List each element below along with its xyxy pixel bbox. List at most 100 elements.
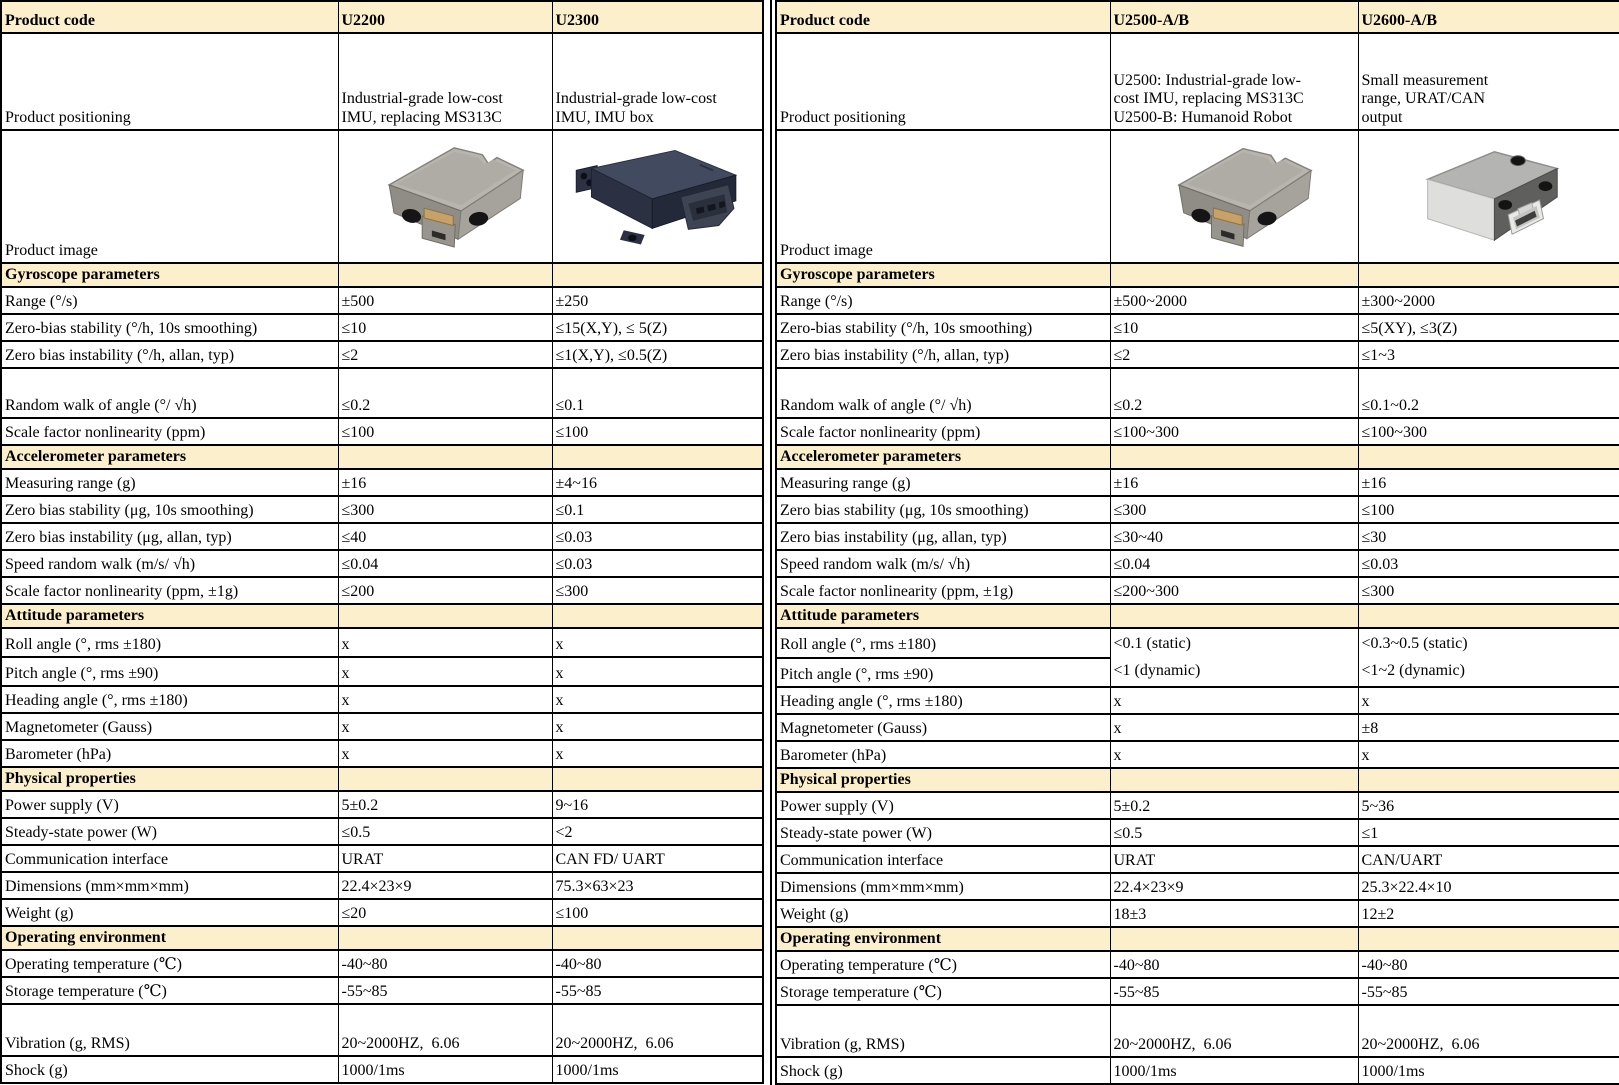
param-label: Product image [775,129,1111,264]
table-row: Range (°/s) ±500 ±250 [0,286,764,315]
section-cell-empty [551,603,764,629]
section-header: Gyroscope parameters [775,262,1111,288]
param-value: -40~80 [551,949,764,978]
section-cell-empty [1109,262,1359,288]
section-cell-empty [1357,926,1619,952]
table-row: Weight (g) ≤20 ≤100 [0,898,764,927]
table-row: Dimensions (mm×mm×mm) 22.4×23×9 75.3×63×23 [0,871,764,900]
param-value: ≤0.04 [1109,549,1359,578]
param-value: 20~2000HZ, 6.06 [551,1003,764,1057]
product-column-header: U2600-A/B [1357,0,1619,34]
product-column-header: U2200 [337,0,553,34]
param-label: Weight (g) [775,899,1111,928]
param-value: ≤0.2 [337,367,553,419]
section-header: Physical properties [0,766,339,792]
param-value: ≤200 [337,576,553,605]
param-value: ≤0.03 [1357,549,1619,578]
param-label: Power supply (V) [0,790,339,819]
section-row: Accelerometer parameters [0,444,764,470]
param-label: Pitch angle (°, rms ±90) [775,656,1111,688]
table-row: Magnetometer (Gauss) x ±8 [775,713,1619,742]
param-value: ≤200~300 [1109,576,1359,605]
param-value: ≤1(X,Y), ≤0.5(Z) [551,340,764,369]
param-value: ±4~16 [551,468,764,497]
param-value: ≤40 [337,522,553,551]
table-row: Zero bias instability (°/h, allan, typ) ≤… [775,340,1619,369]
table-row: Steady-state power (W) ≤0.5 <2 [0,817,764,846]
param-label: Product positioning [775,32,1111,131]
param-value: CAN FD/ UART [551,844,764,873]
param-label: Dimensions (mm×mm×mm) [0,871,339,900]
param-label: Shock (g) [0,1055,339,1084]
param-value: ≤100 [551,898,764,927]
section-cell-empty [551,925,764,951]
param-value: -55~85 [1357,977,1619,1006]
table-row: Pitch angle (°, rms ±90) [775,656,1619,688]
product-column-header: U2300 [551,0,764,34]
param-value: x [337,627,553,658]
param-value: 22.4×23×9 [337,871,553,900]
param-value: x [1109,740,1359,769]
param-value: ±16 [337,468,553,497]
table-row: Dimensions (mm×mm×mm) 22.4×23×9 25.3×22.4×… [775,872,1619,901]
product-column-header: U2500-A/B [1109,0,1359,34]
table-row: Zero bias instability (μg, allan, typ) ≤3… [775,522,1619,551]
section-header: Attitude parameters [0,603,339,629]
u2500-product-image [1150,139,1318,254]
param-value: -55~85 [337,976,553,1005]
param-label: Zero-bias stability (°/h, 10s smoothing) [775,313,1111,342]
table-row: Heading angle (°, rms ±180) x x [775,686,1619,715]
table-row: Product positioning U2500: Industrial-gr… [775,32,1619,131]
param-label: Pitch angle (°, rms ±90) [0,656,339,687]
param-value: ≤100 [551,417,764,446]
param-label: Steady-state power (W) [0,817,339,846]
param-value: x [551,712,764,741]
param-label: Random walk of angle (°/ √h) [775,367,1111,419]
param-value: ±16 [1357,468,1619,497]
param-value: ≤15(X,Y), ≤ 5(Z) [551,313,764,342]
table-row: Operating temperature (℃) -40~80 -40~80 [0,949,764,978]
table-row: Operating temperature (℃) -40~80 -40~80 [775,950,1619,979]
param-value: x [551,739,764,768]
param-value: ≤2 [337,340,553,369]
param-value: x [337,712,553,741]
param-value: 20~2000HZ, 6.06 [337,1003,553,1057]
section-cell-empty [1109,926,1359,952]
param-label: Operating temperature (℃) [775,950,1111,979]
param-value-merged: <0.1 (static) <1 (dynamic) [1109,627,1359,688]
param-label: Zero bias instability (μg, allan, typ) [0,522,339,551]
param-value: ≤300 [1357,576,1619,605]
table-row: Product positioning Industrial-grade low… [0,32,764,131]
table-row: Zero bias instability (μg, allan, typ) ≤4… [0,522,764,551]
section-cell-empty [551,444,764,470]
param-value: 9~16 [551,790,764,819]
param-label: Scale factor nonlinearity (ppm) [0,417,339,446]
param-value: 20~2000HZ, 6.06 [1109,1004,1359,1058]
param-value: x [551,627,764,658]
param-value: ≤2 [1109,340,1359,369]
table-row: Roll angle (°, rms ±180) x x [0,627,764,658]
table-row: Speed random walk (m/s/ √h) ≤0.04 ≤0.03 [0,549,764,578]
param-label: Zero bias instability (°/h, allan, typ) [0,340,339,369]
section-row: Physical properties [0,766,764,792]
spec-table-right: Product code U2500-A/B U2600-A/B Product… [775,0,1619,1085]
param-value: CAN/UART [1357,845,1619,874]
param-value: ±16 [1109,468,1359,497]
param-label: Speed random walk (m/s/ √h) [0,549,339,578]
section-header: Accelerometer parameters [0,444,339,470]
param-label: Storage temperature (℃) [0,976,339,1005]
param-label: Steady-state power (W) [775,818,1111,847]
param-label: Operating temperature (℃) [0,949,339,978]
param-value: ≤1 [1357,818,1619,847]
param-value: ≤0.04 [337,549,553,578]
param-value: URAT [337,844,553,873]
param-value: x [551,656,764,687]
spec-table-left: Product code U2200 U2300 Product positio… [0,0,764,1084]
table-row: Barometer (hPa) x x [775,740,1619,769]
section-cell-empty [1357,262,1619,288]
table-row: Speed random walk (m/s/ √h) ≤0.04 ≤0.03 [775,549,1619,578]
table-row: Zero-bias stability (°/h, 10s smoothing)… [0,313,764,342]
param-value: ≤10 [1109,313,1359,342]
param-value: x [1357,686,1619,715]
section-header: Operating environment [775,926,1111,952]
